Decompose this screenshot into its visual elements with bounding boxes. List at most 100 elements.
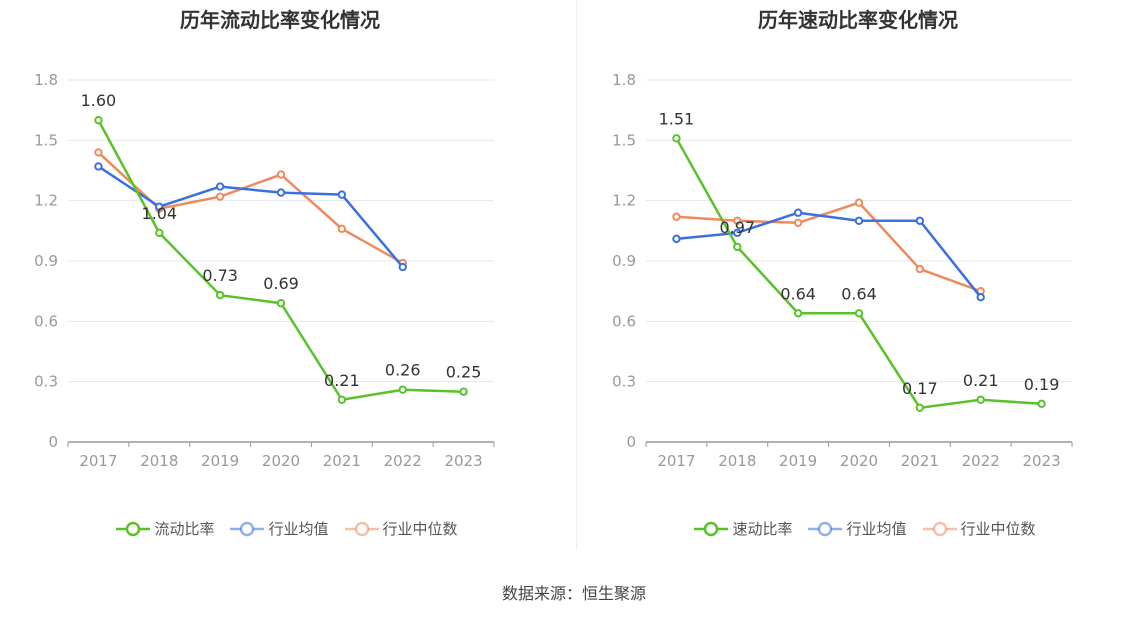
data-point bbox=[976, 293, 985, 302]
data-label: 0.64 bbox=[780, 284, 816, 303]
chart-legend: 速动比率 行业均值 行业中位数 bbox=[578, 518, 1148, 539]
data-point bbox=[915, 216, 925, 225]
data-point bbox=[337, 190, 347, 199]
legend-swatch-marker bbox=[818, 521, 833, 536]
data-point bbox=[793, 309, 803, 318]
legend-item[interactable]: 行业均值 bbox=[230, 518, 329, 539]
legend-item[interactable]: 行业均值 bbox=[808, 518, 907, 539]
data-source-note: 数据来源：恒生聚源 bbox=[501, 584, 646, 603]
data-label: 0.64 bbox=[841, 284, 877, 303]
data-label: 0.21 bbox=[324, 371, 360, 390]
legend-swatch-marker bbox=[240, 521, 255, 536]
data-point bbox=[276, 170, 286, 179]
x-tick-label: 2018 bbox=[140, 452, 178, 470]
x-tick-label: 2020 bbox=[262, 452, 300, 470]
y-tick-label: 0.3 bbox=[612, 373, 636, 391]
data-point bbox=[94, 148, 103, 157]
legend-label: 行业中位数 bbox=[382, 520, 458, 538]
x-tick-label: 2023 bbox=[1022, 452, 1060, 470]
y-tick-label: 0 bbox=[48, 433, 58, 451]
data-point bbox=[854, 309, 864, 318]
data-label: 0.26 bbox=[385, 361, 421, 380]
legend-swatch-marker bbox=[932, 521, 947, 536]
legend-swatch-icon bbox=[230, 521, 265, 536]
legend-item[interactable]: 速动比率 bbox=[694, 518, 792, 539]
series-line bbox=[97, 165, 404, 268]
data-point bbox=[398, 385, 407, 394]
data-point bbox=[94, 162, 103, 171]
data-point bbox=[155, 228, 164, 238]
data-point bbox=[337, 224, 347, 234]
series-line bbox=[675, 137, 1042, 410]
quick-ratio-chart: 0 0.3 0.6 0.9 1.2 1.5 1.8 2017 2018 2019 2020 2021 2… bbox=[612, 71, 1073, 470]
legend-item[interactable]: 行业中位数 bbox=[344, 518, 458, 539]
legend-swatch-marker bbox=[704, 521, 719, 536]
data-point bbox=[1037, 399, 1046, 408]
data-point bbox=[398, 262, 407, 272]
quick-ratio-chart-panel: 历年速动比率变化情况 0 0.3 0.6 0.9 1.2 1.5 1.8 2017 2018 20… bbox=[578, 0, 1148, 560]
series-line bbox=[676, 211, 982, 298]
current-ratio-chart-panel: 历年流动比率变化情况 0 0.3 0.6 0.9 1.2 1.5 1.8 2017 2018 20… bbox=[0, 0, 574, 560]
legend-swatch-icon bbox=[694, 521, 729, 536]
data-point bbox=[94, 116, 103, 125]
x-tick-label: 2021 bbox=[901, 452, 939, 470]
data-point bbox=[915, 264, 925, 274]
x-tick-label: 2019 bbox=[779, 452, 817, 470]
data-point bbox=[215, 182, 225, 191]
data-point bbox=[276, 299, 286, 308]
legend-swatch-icon bbox=[808, 521, 843, 536]
data-point bbox=[672, 234, 681, 244]
data-point bbox=[276, 188, 286, 197]
x-tick-label: 2019 bbox=[201, 452, 239, 470]
data-point bbox=[854, 216, 864, 225]
data-point bbox=[976, 395, 985, 404]
data-label: 0.17 bbox=[902, 379, 938, 398]
data-label: 0.73 bbox=[202, 266, 238, 285]
series-line bbox=[676, 201, 982, 293]
x-tick-label: 2021 bbox=[323, 452, 361, 470]
y-tick-label: 0.6 bbox=[612, 312, 636, 330]
y-tick-label: 1.8 bbox=[34, 71, 58, 89]
data-point bbox=[337, 395, 347, 404]
data-point bbox=[854, 198, 864, 207]
data-point bbox=[672, 212, 681, 221]
y-tick-label: 0.6 bbox=[34, 312, 58, 330]
data-point bbox=[915, 403, 925, 413]
current-ratio-chart: 0 0.3 0.6 0.9 1.2 1.5 1.8 2017 2018 2019 2020 2021 2… bbox=[34, 71, 495, 470]
x-tick-label: 2022 bbox=[384, 452, 422, 470]
legend-swatch-marker bbox=[126, 521, 141, 536]
x-tick-label: 2023 bbox=[444, 452, 482, 470]
y-tick-label: 0.3 bbox=[34, 373, 58, 391]
data-point bbox=[793, 218, 803, 227]
legend-item[interactable]: 行业中位数 bbox=[922, 518, 1036, 539]
data-label: 0.69 bbox=[263, 274, 299, 293]
data-label: 0.21 bbox=[963, 371, 999, 390]
data-point bbox=[155, 202, 164, 211]
x-tick-label: 2022 bbox=[962, 452, 1000, 470]
x-tick-label: 2018 bbox=[718, 452, 756, 470]
data-point bbox=[672, 134, 681, 143]
data-point bbox=[793, 208, 803, 217]
legend-swatch-icon bbox=[344, 521, 379, 536]
series-line bbox=[97, 119, 464, 402]
x-tick-label: 2020 bbox=[840, 452, 878, 470]
legend-label: 速动比率 bbox=[732, 520, 793, 538]
y-tick-label: 1.5 bbox=[34, 131, 58, 149]
data-label: 0.97 bbox=[719, 218, 755, 237]
legend-item[interactable]: 流动比率 bbox=[116, 518, 214, 539]
data-point bbox=[459, 387, 468, 396]
data-point bbox=[733, 216, 742, 225]
data-point bbox=[733, 228, 742, 238]
legend-label: 行业均值 bbox=[846, 520, 907, 538]
data-label: 1.04 bbox=[141, 204, 177, 223]
y-tick-label: 1.2 bbox=[34, 192, 58, 210]
legend-label: 行业均值 bbox=[268, 520, 329, 538]
legend-label: 流动比率 bbox=[154, 520, 215, 538]
y-tick-label: 1.8 bbox=[612, 71, 636, 89]
chart-legend: 流动比率 行业均值 行业中位数 bbox=[0, 518, 574, 539]
legend-swatch-icon bbox=[116, 521, 151, 536]
legend-swatch-icon bbox=[922, 521, 957, 536]
data-point bbox=[215, 290, 225, 300]
chart-title: 历年流动比率变化情况 bbox=[180, 8, 380, 32]
y-tick-label: 0 bbox=[626, 433, 636, 451]
